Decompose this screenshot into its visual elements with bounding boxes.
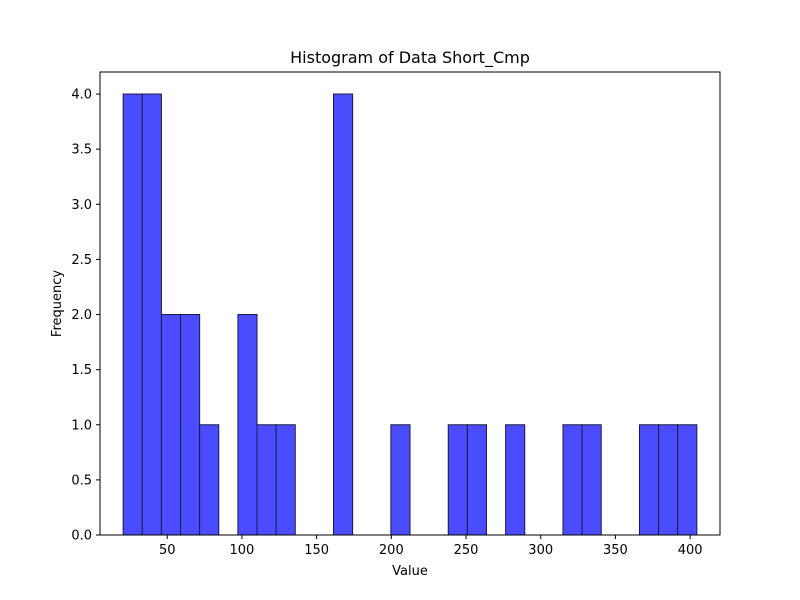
- histogram-bar: [180, 314, 201, 536]
- x-axis-ticks: 50 100 150 200 250 300 350 400: [159, 535, 703, 558]
- x-tick-label: 250: [454, 543, 479, 558]
- histogram-bar: [199, 424, 220, 536]
- bars-group: [122, 93, 698, 536]
- x-axis-label: Value: [392, 564, 428, 579]
- y-tick-label: 2.0: [71, 308, 92, 323]
- histogram-bar: [677, 424, 698, 536]
- x-tick-label: 100: [230, 543, 255, 558]
- histogram-bar: [275, 424, 296, 536]
- x-tick-label: 400: [678, 543, 703, 558]
- histogram-bar: [447, 424, 468, 536]
- histogram-bar: [160, 314, 182, 536]
- histogram-bar: [505, 424, 526, 536]
- axes-frame: [99, 71, 721, 536]
- y-tick-label: 3.0: [71, 198, 92, 213]
- histogram-bar: [237, 314, 258, 536]
- x-tick-label: 50: [159, 543, 176, 558]
- y-tick-label: 4.0: [71, 88, 92, 103]
- y-axis-label: Frequency: [50, 270, 65, 337]
- histogram-bar: [256, 424, 277, 536]
- y-tick-label: 2.5: [71, 253, 92, 268]
- y-tick-label: 1.5: [71, 363, 92, 378]
- histogram-bar: [122, 93, 143, 536]
- x-tick-label: 300: [528, 543, 553, 558]
- y-axis-ticks: 0.0 0.5 1.0 1.5 2.0 2.5 3.0 3.5 4.0: [71, 88, 100, 544]
- histogram-bar: [562, 424, 583, 536]
- histogram-bar: [141, 93, 162, 536]
- histogram-bar: [581, 424, 602, 536]
- x-tick-label: 150: [304, 543, 329, 558]
- histogram-bar: [333, 93, 354, 536]
- histogram-bar: [658, 424, 679, 536]
- y-tick-label: 0.5: [71, 473, 92, 488]
- histogram-bar: [638, 424, 660, 536]
- histogram-bar: [390, 424, 411, 536]
- y-tick-label: 3.5: [71, 143, 92, 158]
- x-tick-label: 350: [603, 543, 628, 558]
- y-tick-label: 0.0: [71, 529, 92, 544]
- x-tick-label: 200: [379, 543, 404, 558]
- y-tick-label: 1.0: [71, 418, 92, 433]
- histogram-bar: [466, 424, 487, 536]
- chart-title: Histogram of Data Short_Cmp: [290, 48, 530, 68]
